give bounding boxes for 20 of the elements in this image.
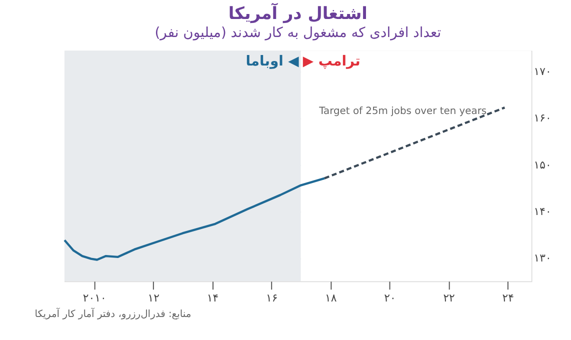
x-tick-label: ۱۸ — [325, 292, 337, 305]
line-series — [63, 177, 326, 261]
x-tick-label: ۲۰ — [384, 292, 396, 305]
chart-subtitle: تعداد افرادی که مشغول به کار شدند (میلیون نفر) — [154, 24, 442, 41]
x-tick-label: ۱۲ — [148, 292, 160, 305]
x-tick-label: ۲۰۱۰ — [82, 292, 106, 305]
x-tick-label: ۲۲ — [443, 292, 456, 305]
annotation: Target of 25m jobs over ten years — [318, 106, 487, 117]
y-tick-label: ۱۶۰ — [534, 112, 552, 125]
y-tick-label: ۱۵۰ — [534, 158, 552, 172]
band-label: اوباما ◀ — [246, 54, 300, 70]
x-tick-label: ۲۴ — [502, 292, 514, 305]
x-tick-label: ۱۴ — [206, 292, 219, 305]
x-tick-label: ۱۶ — [266, 292, 278, 305]
text: منابع: فدرال‌رزرو، دفتر آمار کار آمریکا — [34, 306, 192, 320]
chart-title: اشتغال در آمریکا — [228, 2, 368, 24]
y-tick-label: ۱۴۰ — [534, 204, 552, 218]
y-tick-label: ۱۷۰ — [534, 65, 552, 78]
band-label: ▶ ترامپ — [302, 54, 360, 70]
y-tick-label: ۱۳۰ — [534, 251, 552, 264]
